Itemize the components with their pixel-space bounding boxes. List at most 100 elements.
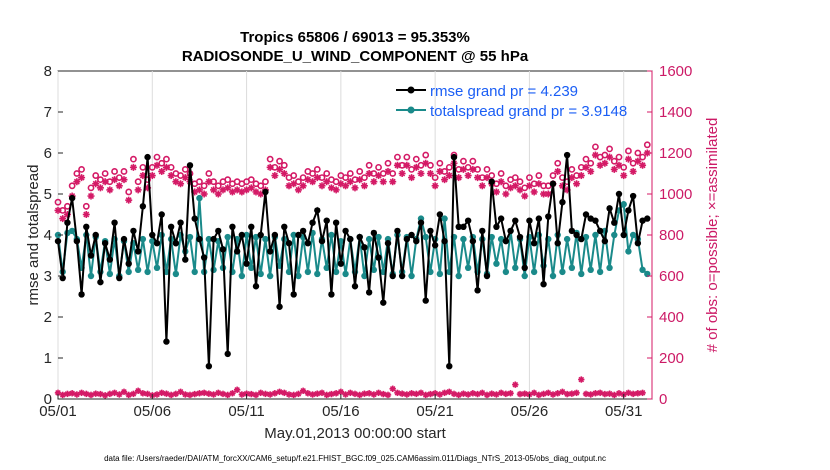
y-axis-label-right: # of obs: o=possible; ×=assimilated [704,118,721,353]
possible-point [163,155,170,163]
low-count-point [356,391,363,399]
low-count-point [120,388,128,396]
totalspread-point [186,233,194,241]
assimilated-point [417,170,425,177]
rmse-point [134,248,142,255]
y-tick-label-left: 4 [44,227,52,244]
possible-point [68,182,76,190]
totalspread-point [512,264,519,271]
x-tick-label: 05/31 [605,403,643,420]
low-count-point [479,389,486,397]
low-count-point [512,381,519,388]
rmse-point [290,291,297,298]
low-count-point [106,390,114,398]
possible-point [313,165,321,173]
totalspread-point [224,233,231,241]
possible-point [422,151,430,159]
assimilated-point [73,178,81,186]
possible-point [290,172,298,179]
assimilated-point [525,182,533,190]
low-count-point [559,388,566,396]
possible-point [554,159,562,167]
possible-point [280,161,288,169]
assimilated-point [639,161,647,169]
x-tick-label: 05/01 [39,403,77,420]
assimilated-point [441,176,449,184]
low-count-point [78,389,85,397]
rmse-point [337,260,345,267]
possible-point [403,153,411,161]
rmse-point [559,199,566,206]
totalspread-point [639,266,646,274]
totalspread-point [243,231,250,239]
assimilated-point [393,161,401,169]
low-count-point [578,376,585,383]
totalspread-point [304,268,312,276]
assimilated-point [492,188,500,196]
rmse-point [464,217,472,224]
rmse-point [130,227,137,235]
rmse-point [106,256,114,263]
possible-point [224,176,232,184]
totalspread-point [68,227,76,235]
rmse-point [615,190,623,198]
rmse-point [455,223,462,230]
possible-point [134,178,142,186]
low-count-point [436,391,444,398]
possible-point [469,157,477,165]
low-count-point [186,391,194,399]
assimilated-point [96,184,104,192]
low-count-point [507,390,514,397]
low-count-point [403,391,411,398]
possible-point [257,182,265,190]
possible-point [78,165,85,173]
y-tick-label-right: 600 [659,268,684,285]
assimilated-point [224,184,232,192]
low-count-point [398,390,406,397]
rmse-point [460,223,467,230]
possible-point [625,147,632,155]
assimilated-point [342,182,350,190]
assimilated-point [610,165,618,173]
low-count-point [318,389,326,397]
left-y-axis: 0 1 2 3 4 5 6 7 8 [44,63,63,408]
assimilated-point [577,172,585,180]
assimilated-point [360,182,368,190]
rmse-point [629,192,637,200]
low-count-point [441,389,448,397]
possible-point [606,145,613,153]
assimilated-point [408,174,416,182]
totalspread-point [422,233,429,241]
rmse-point [229,223,236,230]
low-count-point [568,390,576,397]
low-count-point [469,390,477,397]
totalspread-point [210,266,217,274]
assimilated-point [351,184,359,192]
rmse-point [295,231,302,239]
assimilated-point [629,167,637,175]
rmse-point [446,363,453,370]
totalspread-point [290,231,297,239]
rmse-point [370,229,378,237]
low-count-point [304,390,312,397]
totalspread-point [455,272,462,280]
totalspread-point [606,264,613,271]
rmse-point [474,287,481,294]
assimilated-point [158,167,166,175]
x-axis: 05/01 05/06 05/11 05/16 05/21 05/26 05/31 [39,394,642,420]
low-count-point [205,390,213,397]
possible-point [375,163,382,171]
assimilated-point [92,180,100,188]
low-count-point [380,390,387,398]
rmse-point [271,231,279,239]
low-count-point [163,390,170,397]
assimilated-point [464,172,472,180]
assimilated-point [582,163,590,171]
assimilated-point [398,170,406,177]
low-count-point [309,391,316,398]
rmse-point [73,237,81,245]
rmse-point [521,264,528,271]
possible-point [247,176,255,184]
low-count-point [394,389,401,397]
low-count-point [271,390,279,397]
